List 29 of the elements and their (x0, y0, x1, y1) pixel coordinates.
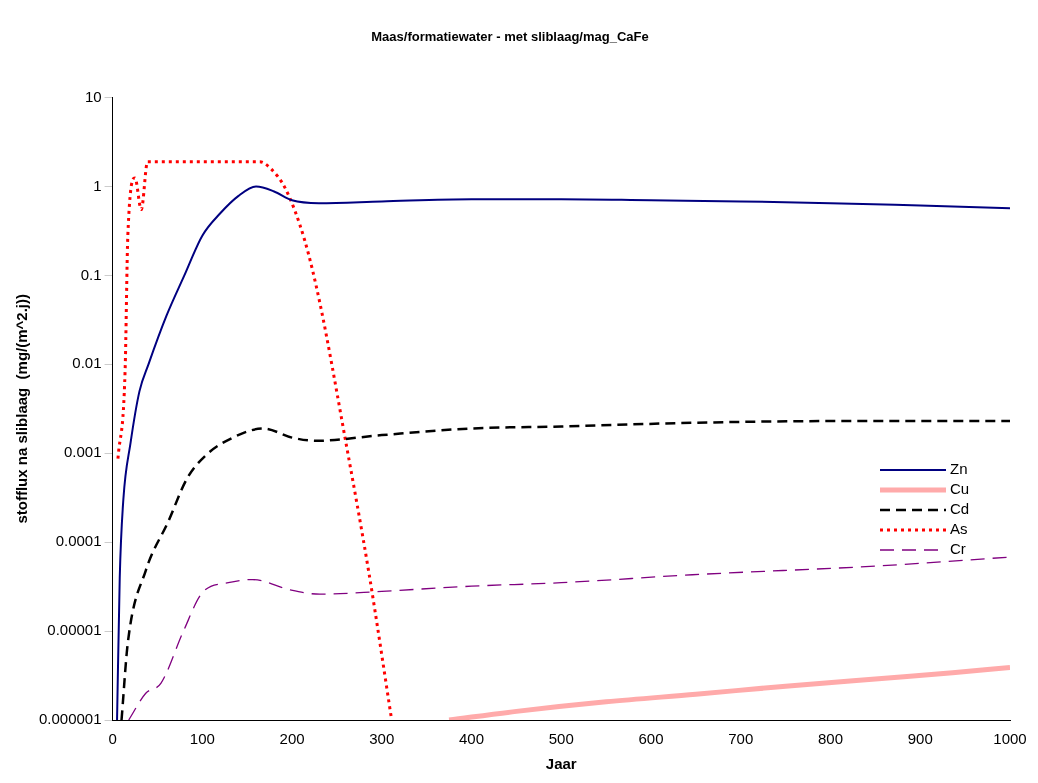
x-tick-label: 900 (907, 730, 933, 748)
x-tick-label: 200 (279, 730, 305, 748)
y-tick-label: 0.0001 (55, 532, 102, 550)
y-tick-label: 10 (84, 87, 102, 105)
legend-label: Zn (950, 460, 968, 478)
legend-label: Cu (950, 480, 970, 498)
x-tick-label: 0 (108, 730, 117, 748)
x-tick-label: 1000 (993, 730, 1027, 748)
x-tick-label: 100 (189, 730, 215, 748)
line-series (116, 185, 1010, 720)
y-axis-title: stofflux na sliblaag (mg/(m^2.j)) (13, 293, 31, 524)
line-series (128, 556, 1010, 720)
chart-title: Maas/formatiewater - met sliblaag/mag_CaFe (371, 29, 649, 45)
y-tick-label: 0.001 (64, 443, 102, 461)
x-tick-label: 500 (548, 730, 574, 748)
legend-label: Cr (950, 540, 966, 558)
x-tick-label: 400 (459, 730, 485, 748)
y-tick-label: 0.01 (72, 354, 102, 372)
y-tick-label: 1 (93, 176, 102, 194)
x-axis-title: Jaar (545, 755, 577, 773)
legend-label: Cd (950, 500, 970, 518)
y-tick-label: 0.000001 (38, 710, 102, 728)
legend-label: As (950, 520, 968, 538)
x-tick-label: 800 (818, 730, 844, 748)
x-tick-label: 600 (638, 730, 664, 748)
y-tick-label: 0.00001 (47, 621, 102, 639)
y-tick-label: 0.1 (80, 265, 102, 283)
x-tick-label: 300 (369, 730, 395, 748)
x-tick-label: 700 (728, 730, 754, 748)
